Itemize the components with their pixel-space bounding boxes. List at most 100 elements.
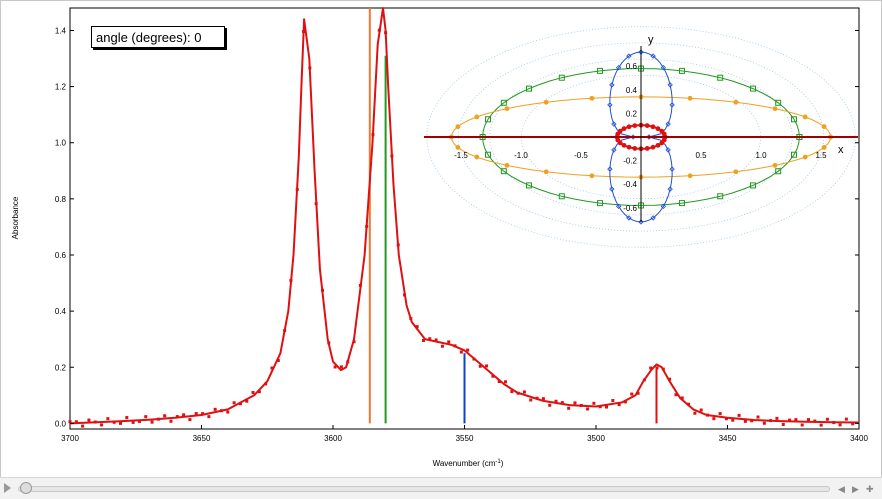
data-point	[800, 423, 804, 427]
data-point	[226, 410, 230, 414]
y-axis-label: Absorbance	[11, 196, 20, 239]
data-point	[150, 420, 154, 424]
inset-y-tick-label: 0.2	[626, 109, 638, 118]
angle-slider[interactable]: ◀ ▶ ✚	[0, 477, 882, 499]
data-point	[548, 403, 552, 407]
data-point	[737, 413, 741, 417]
data-point	[592, 401, 596, 405]
inset-marker	[717, 74, 724, 81]
data-point	[668, 377, 672, 381]
inset-marker	[543, 99, 549, 105]
slider-track[interactable]	[18, 486, 830, 492]
data-point	[712, 417, 716, 421]
inset-marker	[525, 182, 532, 189]
y-tick-label: 1.4	[55, 26, 67, 35]
inset-marker	[669, 166, 675, 172]
data-point	[699, 408, 703, 412]
data-point	[718, 412, 722, 416]
data-point	[270, 366, 274, 370]
inset-marker	[791, 151, 798, 158]
data-point	[775, 416, 779, 420]
inset-marker	[632, 145, 638, 151]
data-point	[365, 224, 369, 228]
data-point	[207, 415, 211, 419]
inset-x-tick-label: -1.0	[514, 151, 528, 160]
data-point	[472, 357, 476, 361]
inset-marker	[660, 203, 667, 210]
data-point	[680, 396, 684, 400]
data-point	[175, 415, 179, 419]
data-point	[497, 380, 501, 384]
y-tick-label: 0.6	[55, 251, 67, 260]
x-tick-label: 3500	[587, 434, 605, 443]
inset-marker	[791, 116, 798, 123]
data-point	[573, 401, 577, 405]
data-point	[403, 293, 407, 297]
data-point	[706, 413, 710, 417]
data-point	[384, 31, 388, 35]
data-point	[807, 418, 811, 422]
play-control-icon[interactable]: ▶	[852, 484, 859, 494]
data-point	[491, 374, 495, 378]
data-point	[308, 66, 312, 70]
inset-marker	[626, 124, 632, 130]
data-point	[825, 417, 829, 421]
data-point	[567, 406, 571, 410]
inset-y-tick-label: 0.6	[626, 62, 638, 71]
data-point	[466, 348, 470, 352]
inset-y-axis-label: y	[648, 34, 654, 46]
inset-marker	[775, 168, 782, 175]
data-point	[838, 423, 842, 427]
play-icon[interactable]	[4, 483, 11, 493]
data-point	[428, 337, 432, 341]
inset-marker	[617, 140, 623, 146]
data-point	[377, 28, 381, 32]
data-point	[529, 398, 533, 402]
data-point	[788, 418, 792, 422]
data-point	[201, 412, 205, 416]
y-tick-label: 1.2	[55, 83, 67, 92]
data-point	[415, 325, 419, 329]
data-point	[560, 401, 564, 405]
data-point	[819, 423, 823, 427]
data-point	[100, 423, 104, 427]
inset-marker	[667, 186, 673, 192]
inset-marker	[609, 186, 615, 192]
data-point	[118, 421, 122, 425]
data-point	[586, 407, 590, 411]
data-point	[478, 364, 482, 368]
data-point	[813, 419, 817, 423]
data-point	[74, 420, 78, 424]
x-tick-label: 3450	[719, 434, 737, 443]
data-point	[623, 400, 627, 404]
options-icon[interactable]: ✚	[866, 484, 874, 494]
data-point	[724, 417, 728, 421]
data-point	[264, 382, 268, 386]
data-point	[535, 396, 539, 400]
inset-marker	[678, 200, 685, 207]
inset-marker	[607, 166, 613, 172]
data-point	[516, 391, 520, 395]
data-point	[832, 421, 836, 425]
inset-marker	[665, 121, 671, 127]
inset-x-axis-label: x	[838, 144, 844, 156]
absorbance-spectrum-chart: 3700 3650 3600 3550 3500 3450 3400 0.0 0.2 0.4 0.…	[0, 0, 882, 478]
data-point	[762, 421, 766, 425]
data-point	[598, 405, 602, 409]
data-point	[194, 412, 198, 416]
inset-marker	[626, 144, 632, 150]
step-back-icon[interactable]: ◀	[838, 484, 845, 494]
data-point	[750, 419, 754, 423]
data-point	[283, 329, 287, 333]
data-point	[106, 417, 110, 421]
inset-marker	[646, 134, 652, 140]
data-point	[579, 403, 583, 407]
data-point	[636, 391, 640, 395]
inset-marker	[615, 64, 622, 71]
inset-marker	[626, 215, 632, 221]
inset-marker	[609, 82, 615, 88]
data-point	[649, 366, 653, 370]
data-point	[844, 417, 848, 421]
slider-thumb[interactable]	[20, 482, 32, 494]
data-point	[144, 415, 148, 419]
